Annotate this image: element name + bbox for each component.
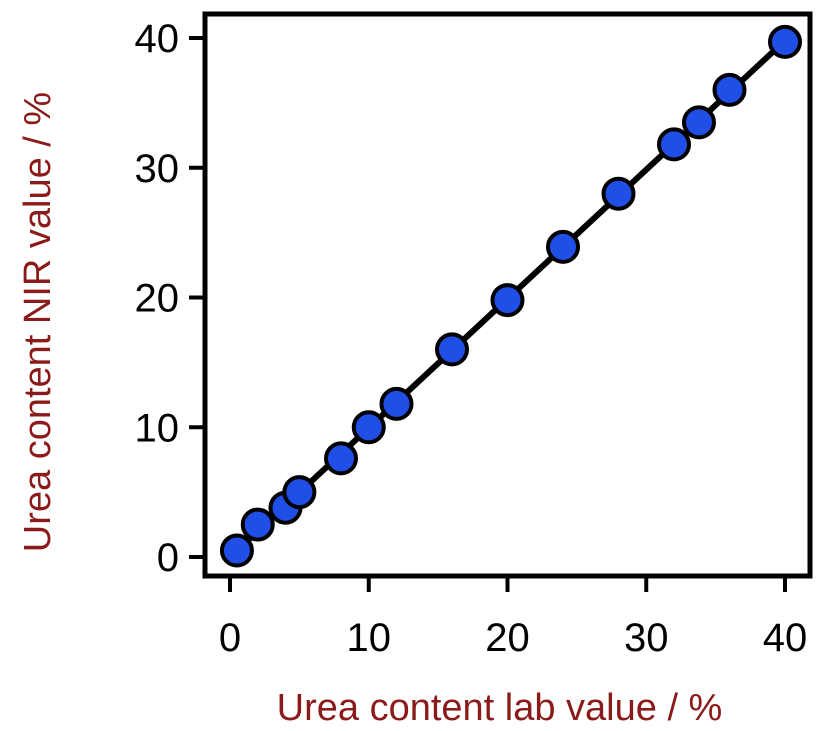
y-tick-label: 0 [157,536,179,580]
data-point [324,441,358,476]
data-points [219,24,802,568]
y-tick-label: 30 [135,147,180,191]
data-point [768,24,802,59]
y-tick-label: 10 [135,406,180,450]
data-point [282,475,317,510]
data-point [657,127,691,162]
data-point [351,410,386,445]
x-tick-label: 40 [763,616,808,660]
x-axis-title: Urea content lab value / % [277,687,723,729]
data-point [712,72,747,107]
x-tick-label: 30 [624,616,669,660]
data-point [601,176,636,211]
data-point [546,229,580,264]
data-point [681,105,716,140]
y-tick-label: 20 [135,277,180,321]
plot-frame [202,11,813,579]
y-tick-label: 40 [135,17,180,61]
data-point [379,386,414,421]
data-point [435,332,469,367]
data-point [219,533,254,568]
data-point [240,507,275,542]
axis-ticks: 0 10 20 30 40 0 10 20 30 40 [135,17,808,660]
x-tick-label: 0 [219,616,241,660]
x-tick-label: 10 [347,616,392,660]
x-tick-label: 20 [485,616,530,660]
y-axis-title: Urea content NIR value / % [17,92,59,552]
data-point [490,283,525,318]
